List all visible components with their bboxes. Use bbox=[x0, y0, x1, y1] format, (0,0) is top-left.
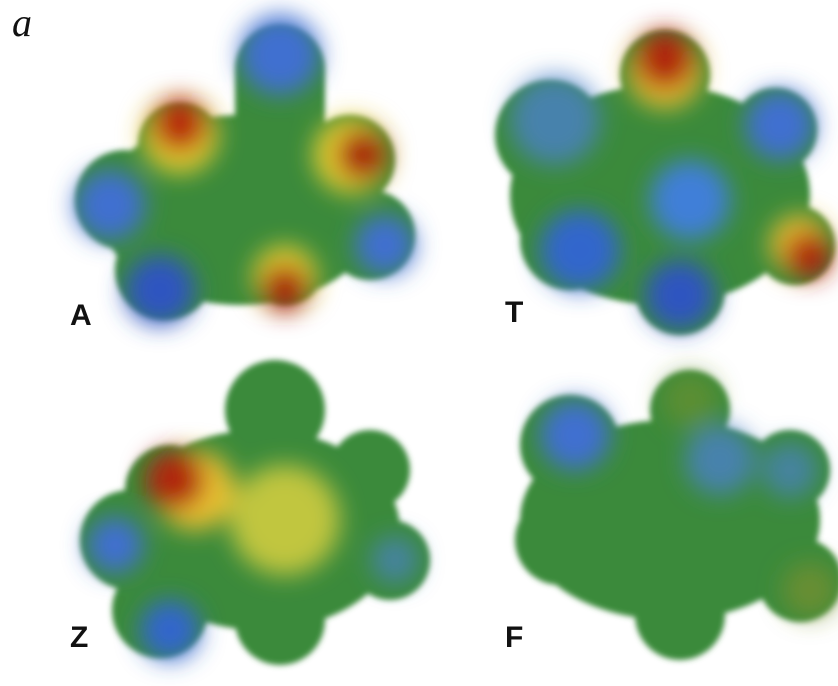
molecule-t bbox=[495, 30, 835, 335]
figure: a A bbox=[0, 0, 838, 686]
molecule-label: T bbox=[505, 296, 523, 329]
molecule-f bbox=[515, 370, 838, 660]
molecule-label: F bbox=[505, 621, 523, 654]
molecule-label: Z bbox=[70, 621, 88, 654]
panel-label: a bbox=[12, 0, 32, 45]
molecule-label: A bbox=[70, 299, 92, 332]
molecule-a bbox=[75, 15, 415, 325]
molecule-z bbox=[80, 360, 430, 665]
